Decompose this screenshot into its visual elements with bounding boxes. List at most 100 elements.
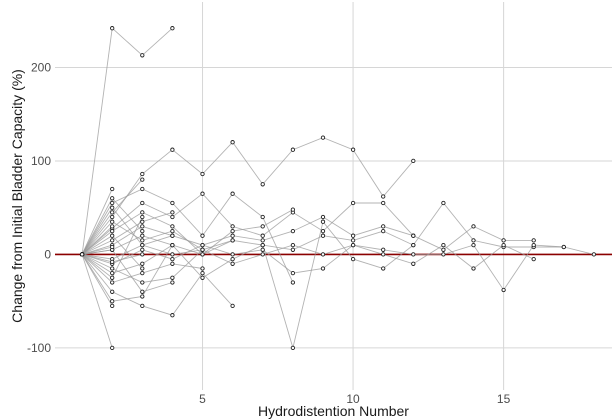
series-line: [81, 254, 113, 349]
data-point: [320, 233, 326, 238]
data-point: [140, 261, 145, 266]
data-point: [140, 266, 145, 271]
series-line: [81, 188, 113, 255]
data-point: [170, 313, 175, 318]
data-point: [230, 303, 235, 309]
data-point: [230, 238, 235, 243]
data-point: [110, 244, 115, 250]
data-point: [471, 242, 476, 248]
data-point: [140, 303, 145, 309]
gridlines: [55, 2, 612, 390]
data-point: [411, 242, 416, 248]
x-axis-title: Hydrodistention Number: [258, 403, 409, 419]
data-point: [290, 207, 296, 212]
data-point: [320, 252, 326, 257]
data-point: [260, 224, 265, 229]
series-line: [81, 27, 173, 255]
data-point: [230, 140, 235, 145]
data-point: [140, 214, 145, 220]
data-point: [140, 238, 145, 243]
data-point: [140, 210, 145, 215]
data-point: [200, 270, 205, 276]
data-point: [260, 233, 265, 238]
data-point: [230, 228, 235, 234]
series-line: [81, 246, 113, 255]
series-lines: [81, 27, 595, 350]
tick-labels: 5 10 15 -100 0 100 200: [27, 60, 511, 406]
data-point: [441, 242, 446, 248]
series-line: [81, 206, 173, 255]
data-point: [350, 147, 356, 152]
data-point: [260, 252, 265, 257]
data-point: [350, 242, 356, 248]
data-point: [110, 186, 115, 192]
data-point: [290, 228, 296, 234]
data-point: [170, 210, 175, 215]
data-point: [501, 238, 506, 243]
data-point: [140, 177, 145, 182]
data-point: [140, 242, 145, 248]
data-point: [290, 247, 296, 252]
data-point: [140, 171, 145, 177]
data-point: [381, 266, 386, 271]
data-point: [140, 224, 145, 229]
data-point: [381, 224, 386, 229]
series-line: [81, 254, 233, 316]
data-point: [381, 200, 386, 206]
data-point: [110, 303, 115, 309]
data-point: [260, 238, 265, 243]
data-point: [471, 266, 476, 271]
data-points: [79, 26, 597, 351]
data-point: [110, 270, 115, 276]
data-point: [471, 238, 476, 243]
data-point: [140, 53, 145, 58]
data-point: [170, 214, 175, 220]
data-point: [140, 233, 145, 238]
data-point: [561, 244, 566, 250]
data-point: [381, 252, 386, 257]
data-point: [110, 259, 115, 265]
data-point: [290, 345, 296, 351]
data-point: [140, 247, 145, 252]
data-point: [260, 182, 265, 187]
y-tick-label: -100: [27, 341, 51, 355]
data-point: [79, 252, 85, 257]
series-line: [81, 244, 173, 302]
y-axis-title: Change from Initial Bladder Capacity (%): [9, 69, 25, 323]
data-point: [110, 289, 115, 294]
data-point: [230, 256, 235, 262]
data-point: [531, 238, 536, 243]
data-point: [170, 261, 175, 266]
data-point: [411, 252, 416, 257]
series-line: [81, 254, 113, 307]
data-point: [170, 242, 175, 248]
data-point: [140, 270, 145, 276]
data-point: [200, 242, 205, 248]
data-point: [110, 233, 115, 238]
series-line: [81, 137, 414, 255]
data-point: [290, 147, 296, 152]
data-point: [591, 252, 597, 257]
y-tick-label: 200: [31, 60, 51, 74]
data-point: [230, 191, 235, 196]
data-point: [110, 196, 115, 201]
data-point: [140, 252, 145, 257]
data-point: [200, 266, 205, 271]
data-point: [320, 266, 326, 271]
data-point: [411, 261, 416, 266]
data-point: [290, 242, 296, 248]
data-point: [170, 224, 175, 229]
data-point: [320, 214, 326, 220]
y-tick-label: 0: [44, 247, 51, 261]
data-point: [350, 200, 356, 206]
data-point: [110, 219, 115, 224]
data-point: [471, 224, 476, 229]
data-point: [170, 256, 175, 262]
data-point: [110, 275, 115, 280]
data-point: [441, 247, 446, 252]
data-point: [110, 26, 115, 31]
series-line: [81, 188, 294, 283]
data-point: [441, 252, 446, 257]
x-tick-label: 5: [199, 392, 206, 406]
data-point: [200, 233, 205, 238]
